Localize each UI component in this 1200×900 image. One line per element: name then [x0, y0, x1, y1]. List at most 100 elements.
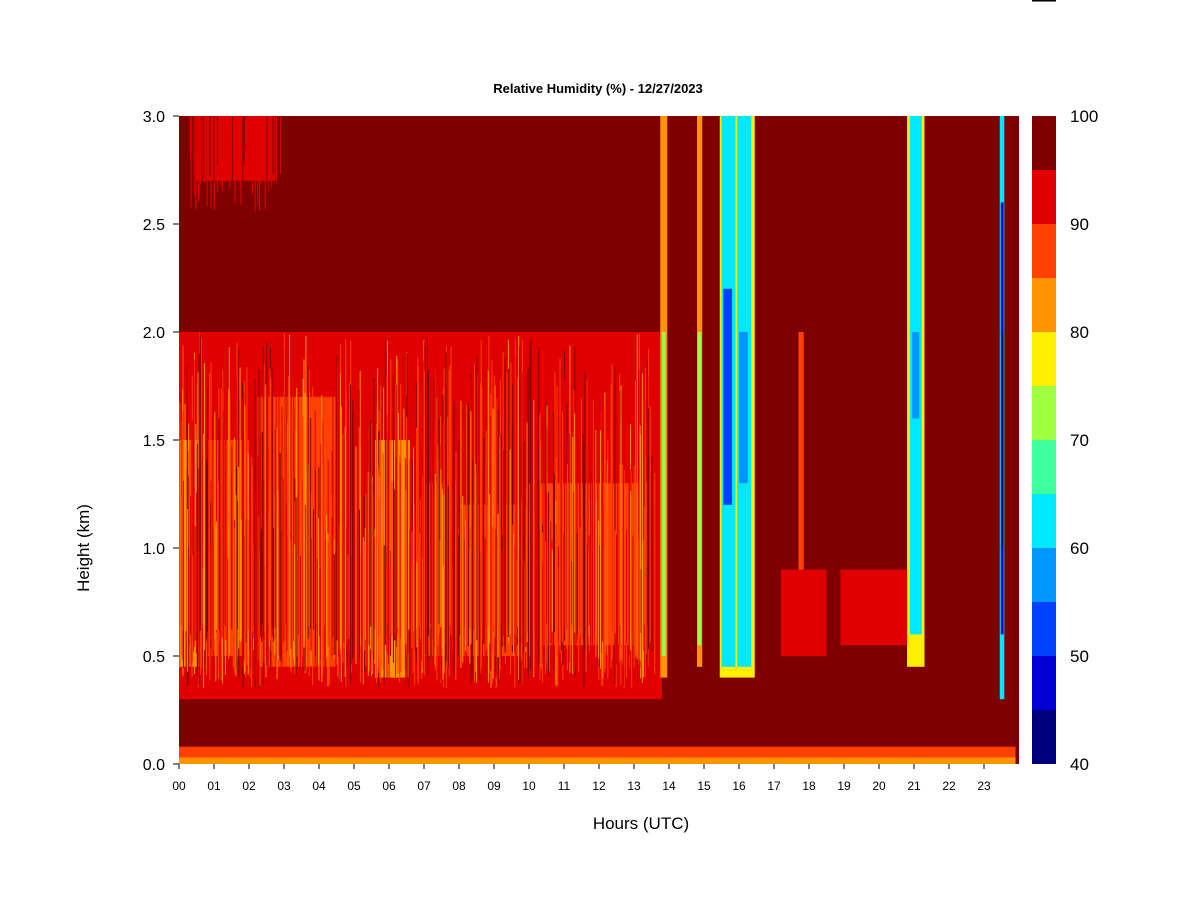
heatmap-streak [452, 354, 454, 640]
x-tick-label: 07 [417, 779, 431, 793]
x-tick-label: 05 [347, 779, 361, 793]
heatmap-streak [529, 483, 531, 656]
heatmap-streak [611, 364, 613, 660]
heatmap-streak [251, 466, 253, 633]
heatmap-streak [417, 366, 419, 633]
heatmap-texture [179, 116, 656, 689]
heatmap-streak [458, 439, 460, 635]
heatmap-region [723, 288, 732, 505]
heatmap-streak [509, 449, 511, 635]
heatmap-streak [271, 116, 273, 188]
heatmap-streak [413, 447, 415, 632]
heatmap-streak [229, 393, 231, 626]
heatmap-streak [399, 463, 401, 638]
heatmap-streak [371, 422, 373, 672]
heatmap-region [1001, 332, 1004, 548]
heatmap-region [840, 569, 907, 646]
heatmap-streak [350, 384, 352, 684]
heatmap-streak [507, 368, 509, 638]
heatmap-streak [203, 116, 205, 180]
heatmap-streak [384, 341, 386, 645]
heatmap-streak [571, 560, 573, 625]
heatmap-streak [228, 347, 230, 654]
heatmap-streak [313, 509, 315, 630]
heatmap-streak [302, 415, 304, 657]
heatmap-streak [652, 377, 654, 687]
heatmap-streak [239, 367, 241, 642]
colorbar-swatch [1032, 116, 1056, 170]
heatmap-streak [451, 563, 453, 659]
heatmap-streak [243, 380, 245, 664]
heatmap-streak [194, 526, 196, 641]
colorbar-tick-label: 90 [1070, 215, 1089, 234]
colorbar-swatch [1032, 440, 1056, 494]
x-tick-label: 18 [802, 779, 816, 793]
heatmap-streak [387, 432, 389, 647]
x-tick-label: 15 [697, 779, 711, 793]
heatmap-streak [208, 116, 210, 175]
heatmap-streak [414, 341, 416, 651]
colorbar-swatch [1032, 710, 1056, 764]
heatmap-streak [305, 567, 307, 627]
heatmap-streak [462, 495, 464, 663]
heatmap-streak [454, 531, 456, 638]
heatmap-streak [314, 471, 316, 656]
heatmap-streak [583, 444, 585, 651]
heatmap-streak [209, 116, 211, 176]
heatmap-streak [312, 387, 314, 686]
heatmap-streak [185, 451, 187, 632]
heatmap-streak [561, 385, 563, 642]
heatmap-streak [591, 337, 593, 670]
heatmap-streak [393, 489, 395, 641]
heatmap-streak [588, 535, 590, 626]
heatmap-streak [216, 521, 218, 631]
heatmap-streak [232, 545, 234, 668]
heatmap-streak [269, 116, 271, 179]
heatmap-streak [238, 466, 240, 649]
heatmap-streak [203, 363, 205, 651]
heatmap-streak [219, 361, 221, 686]
heatmap-streak [597, 332, 599, 637]
heatmap-streak [594, 427, 596, 678]
heatmap-streak [316, 440, 318, 649]
heatmap-region [798, 332, 804, 656]
heatmap-streak [198, 353, 200, 686]
heatmap-streak [214, 411, 216, 639]
x-tick-label: 16 [732, 779, 746, 793]
heatmap-streak [187, 508, 189, 672]
heatmap-streak [512, 383, 514, 653]
x-tick-label: 04 [312, 779, 326, 793]
heatmap-streak [370, 420, 372, 627]
heatmap-streak [241, 116, 243, 162]
heatmap-streak [628, 397, 630, 650]
heatmap-streak [244, 116, 246, 149]
heatmap-streak [423, 371, 425, 676]
x-tick-label: 01 [207, 779, 221, 793]
heatmap-streak [193, 116, 195, 196]
heatmap-streak [641, 373, 643, 684]
heatmap-streak [648, 408, 650, 649]
heatmap-streak [540, 565, 542, 670]
heatmap-streak [404, 457, 406, 670]
colorbar-ticks: 40 50 60 70 80 90 100 [1070, 107, 1098, 774]
heatmap-streak [344, 426, 346, 677]
heatmap-streak [377, 368, 379, 668]
heatmap-streak [635, 380, 637, 658]
heatmap-streak [520, 394, 522, 643]
x-tick-label: 12 [592, 779, 606, 793]
y-axis: 0.0 0.5 1.0 1.5 2.0 2.5 3.0 [143, 109, 179, 774]
heatmap-streak [409, 458, 411, 682]
heatmap-streak [184, 522, 186, 638]
heatmap-streak [195, 116, 197, 204]
x-tick-label: 10 [522, 779, 536, 793]
heatmap-streak [601, 375, 603, 654]
heatmap-streak [361, 525, 363, 687]
heatmap-streak [447, 417, 449, 668]
colorbar-swatch [1032, 386, 1056, 440]
heatmap-streak [585, 547, 587, 670]
heatmap-streak [364, 528, 366, 640]
heatmap-streak [249, 356, 251, 648]
heatmap-streak [445, 352, 447, 662]
heatmap-streak [215, 409, 217, 633]
